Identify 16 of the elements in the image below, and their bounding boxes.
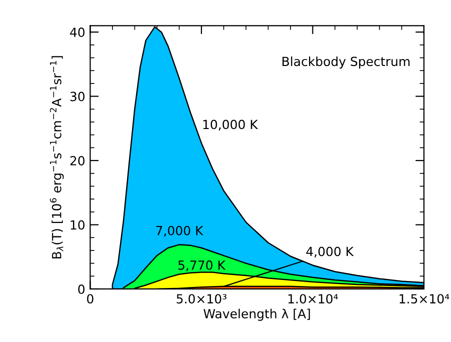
text: 4,000 K [306, 246, 354, 258]
y-tick-label: 30 [70, 92, 85, 102]
x-tick-label: 1.0×10⁴ [288, 294, 338, 304]
x-tick-label: 0 [87, 294, 94, 304]
x-tick-label: 1.5×10⁴ [400, 294, 450, 304]
series-label: 7,000 K [156, 226, 204, 237]
x-tick-label: 5.0×10³ [176, 294, 226, 304]
x-axis-title: Wavelength λ [A] [204, 308, 310, 321]
series-label: 10,000 K [203, 120, 258, 130]
y-tick-label: 40 [70, 28, 85, 37]
series-label: 5,770 K [178, 260, 226, 272]
y-tick-label: 20 [70, 156, 85, 166]
y-tick-label: 10 [70, 220, 85, 230]
text: B$_{λ}$(T) [10$^{6}$ erg$^{−1}$s$^{−1}$cm$^{−2}$A$^{−1}$sr$^{−1}$] [50, 56, 64, 258]
y-tick-label: 0 [78, 284, 85, 294]
text: Blackbody Spectrum [282, 56, 410, 69]
